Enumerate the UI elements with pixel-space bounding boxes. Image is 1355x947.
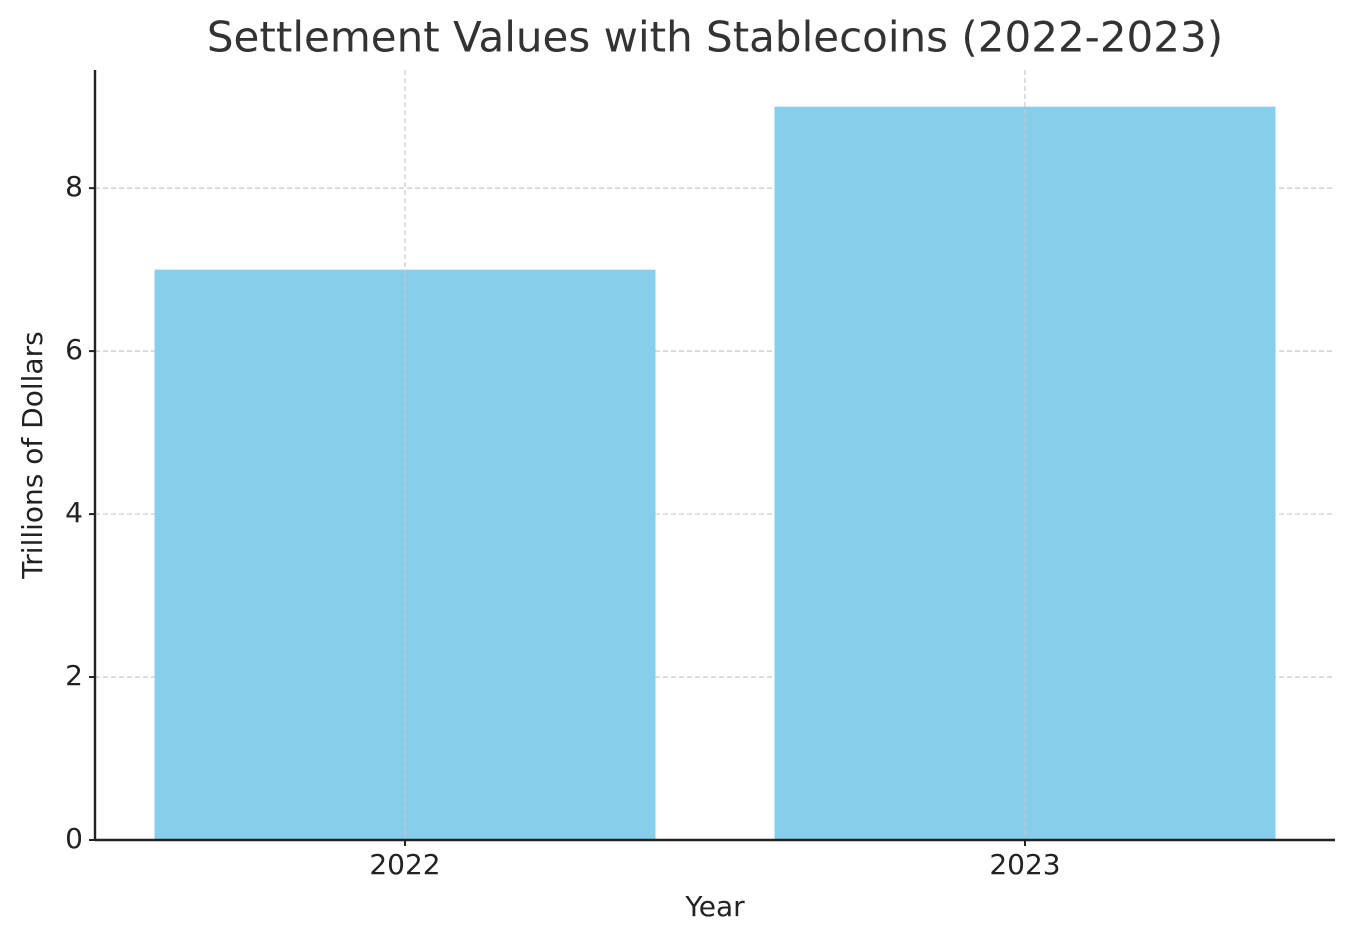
y-tick-label: 2 xyxy=(65,659,83,692)
chart-title: Settlement Values with Stablecoins (2022… xyxy=(207,13,1223,62)
y-tick-label: 0 xyxy=(65,822,83,855)
x-tick-label: 2022 xyxy=(369,848,440,881)
y-axis-label: Trillions of Dollars xyxy=(16,331,49,579)
x-tick-label: 2023 xyxy=(989,848,1060,881)
y-tick-label: 6 xyxy=(65,333,83,366)
y-tick-label: 8 xyxy=(65,170,83,203)
y-tick-label: 4 xyxy=(65,496,83,529)
x-axis-label: Year xyxy=(684,890,745,923)
